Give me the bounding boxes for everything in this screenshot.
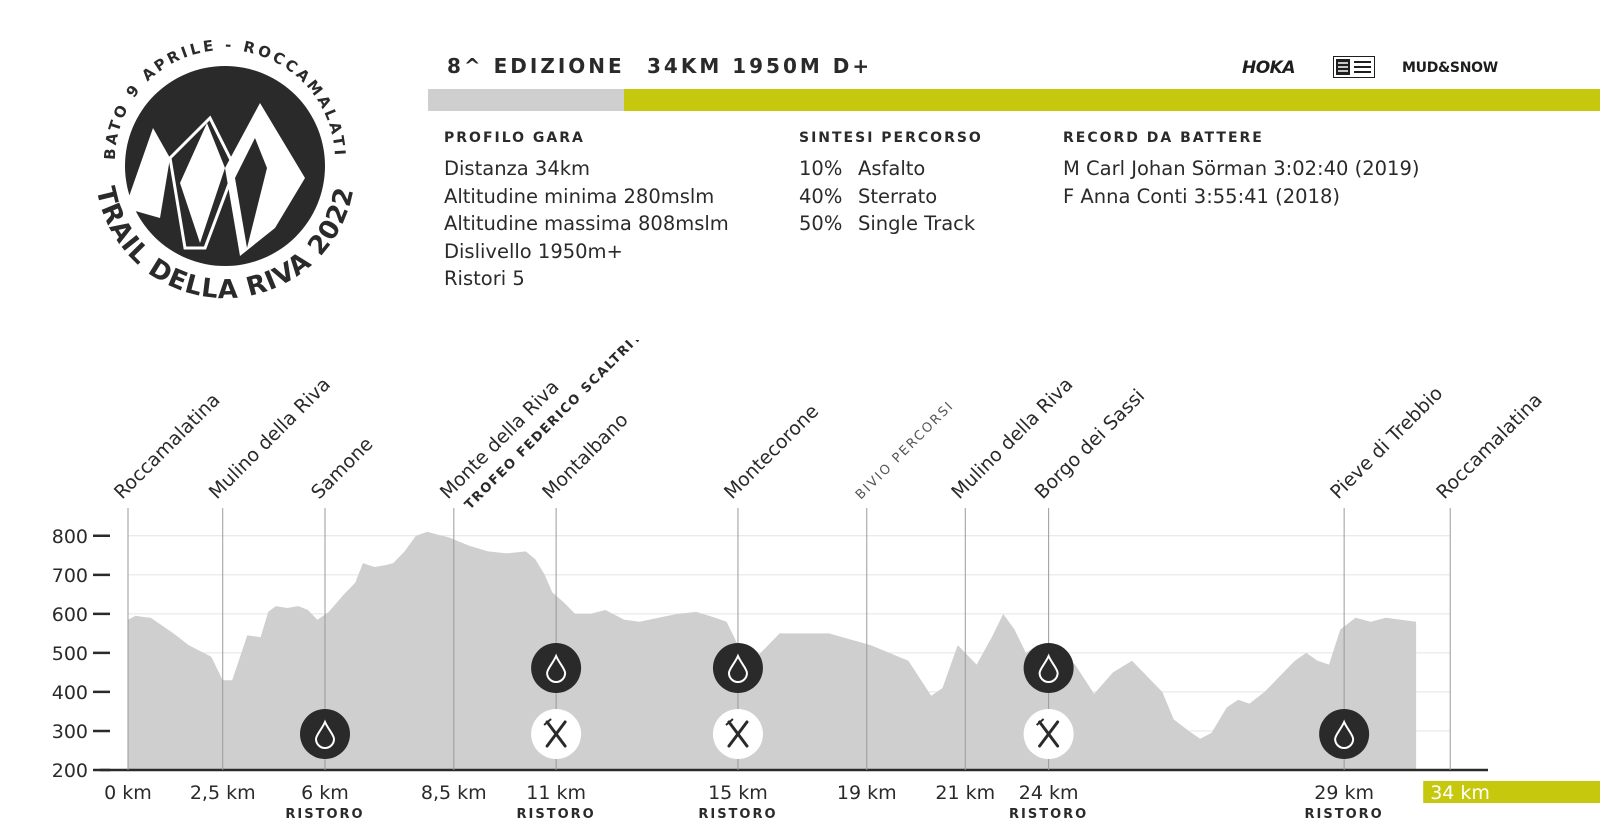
mountain-peaks-icon	[125, 103, 305, 256]
water-drop-icon	[1038, 653, 1059, 683]
km-label: 11 km	[526, 782, 586, 804]
surface-type: Asfalto	[858, 157, 926, 180]
ristoro-label: RISTORO	[1305, 807, 1384, 822]
record-line: F Anna Conti 3:55:41 (2018)	[1063, 184, 1340, 208]
record-line: M Carl Johan Sörman 3:02:40 (2019)	[1063, 157, 1420, 180]
records-heading: RECORD DA BATTERE	[1063, 130, 1264, 146]
waypoint-name: Roccamalatina	[1432, 389, 1547, 504]
y-tick-label: 300	[52, 721, 88, 743]
surface-percent: 10%	[799, 157, 843, 180]
ristoro-label: RISTORO	[1009, 807, 1088, 822]
race-profile-line: Altitudine minima 280mslm	[444, 184, 715, 208]
water-drop-icon	[546, 653, 567, 683]
race-profile-heading: PROFILO GARA	[444, 130, 585, 146]
surface-type: Sterrato	[858, 184, 938, 208]
ristoro-label: RISTORO	[285, 807, 364, 822]
waypoint-name: Pieve di Trebbio	[1326, 382, 1447, 503]
water-icon	[1023, 643, 1074, 693]
water-drop-icon	[727, 653, 748, 683]
route-summary-item: 40% Sterrato	[799, 183, 983, 211]
route-summary-heading: SINTESI PERCORSO	[799, 130, 983, 146]
y-tick-label: 200	[52, 760, 88, 782]
km-label: 24 km	[1019, 782, 1079, 804]
ristoro-label: RISTORO	[517, 807, 596, 822]
water-icon	[1319, 709, 1370, 759]
water-drop-icon	[315, 719, 336, 749]
sponsor-hoka: HOKA	[1242, 58, 1296, 78]
waypoint-name: Montecorone	[720, 400, 823, 503]
y-tick-label: 500	[52, 643, 88, 665]
fork-tines-icon	[725, 718, 734, 726]
knife-icon	[545, 720, 567, 748]
surface-percent: 50%	[799, 212, 843, 235]
race-profile-line: Altitudine massima 808mslm	[444, 212, 729, 235]
sponsor-mud-snow: MUD&SNOW	[1402, 60, 1498, 76]
race-profile-section: PROFILO GARA Distanza 34km Altitudine mi…	[444, 130, 729, 293]
fork-tines-icon	[1035, 718, 1045, 726]
y-tick-label: 700	[52, 565, 88, 587]
km-label: 21 km	[935, 782, 995, 804]
water-icon	[712, 643, 763, 693]
km-label: 2,5 km	[190, 782, 256, 804]
water-icon	[531, 643, 582, 693]
km-label: 19 km	[837, 782, 897, 804]
km-label: 29 km	[1314, 782, 1374, 804]
km-label: 0 km	[104, 782, 152, 804]
event-logo: SABATO 9 APRILE - ROCCAMALATINA TRAIL DE…	[75, 18, 359, 305]
km-label: 34 km	[1430, 782, 1490, 804]
race-profile-line: Distanza 34km	[444, 157, 591, 180]
km-label: 15 km	[708, 782, 768, 804]
records-section: RECORD DA BATTERE M Carl Johan Sörman 3:…	[1063, 130, 1419, 210]
finish-highlight	[1423, 781, 1600, 803]
surface-percent: 40%	[799, 184, 843, 208]
distance-elevation-label: 34KM 1950M D+	[647, 54, 873, 78]
km-label: 6 km	[301, 782, 349, 804]
surface-type: Single Track	[858, 212, 976, 235]
route-summary-section: SINTESI PERCORSO 10% Asfalto 40% Sterrato …	[799, 130, 983, 238]
knife-icon	[727, 720, 749, 748]
header-bar-gray	[428, 89, 624, 111]
header-bar-accent	[624, 89, 1600, 111]
knife-icon	[1038, 720, 1060, 748]
ristoro-label: RISTORO	[698, 807, 777, 822]
waypoint-name: BIVIO PERCORSI	[853, 398, 957, 502]
y-tick-label: 800	[52, 526, 88, 548]
km-label: 8,5 km	[421, 782, 487, 804]
y-tick-label: 600	[52, 604, 88, 626]
race-profile-line: Ristori 5	[444, 267, 525, 290]
compressport-logo-icon	[1333, 56, 1375, 78]
water-icon	[300, 709, 351, 759]
fork-tines-icon	[543, 718, 552, 726]
route-summary-item: 50% Single Track	[799, 210, 983, 238]
race-profile-line: Dislivello 1950m+	[444, 239, 623, 263]
waypoint-name: Samone	[307, 433, 377, 503]
water-drop-icon	[1334, 719, 1355, 749]
elevation-profile-area	[128, 531, 1417, 770]
edition-label: 8^ EDIZIONE	[447, 54, 625, 78]
y-tick-label: 400	[52, 682, 88, 704]
route-summary-item: 10% Asfalto	[799, 155, 983, 183]
